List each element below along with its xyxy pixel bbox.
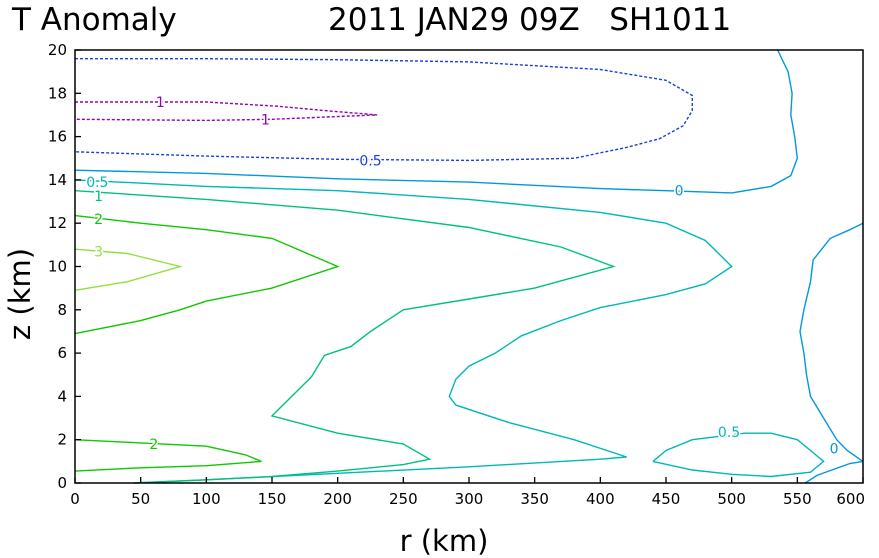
contour-line-3 xyxy=(799,222,864,462)
x-tick-label: 500 xyxy=(717,490,746,508)
x-tick-label: 550 xyxy=(783,490,812,508)
contour-line-9 xyxy=(74,439,262,472)
contour-line-1 xyxy=(74,58,693,162)
contour-label-0: 1 xyxy=(156,95,165,111)
contour-label-1: 1 xyxy=(261,112,270,128)
contour-label-6: 0.5 xyxy=(718,425,740,441)
x-tick-label: 0 xyxy=(70,490,80,508)
contour-label-2: 0.5 xyxy=(359,153,381,169)
x-tick-label: 600 xyxy=(836,490,865,508)
y-tick-label: 16 xyxy=(48,128,67,146)
contour-line-4 xyxy=(804,460,864,484)
plot-frame xyxy=(74,49,864,484)
chart-title-right: 2011 JAN29 09Z SH1011 xyxy=(328,2,731,38)
contour-line-7 xyxy=(74,190,616,484)
contour-label-3: 0 xyxy=(675,184,684,200)
x-tick-label: 150 xyxy=(258,490,287,508)
y-tick-label: 20 xyxy=(48,41,67,59)
y-tick-label: 10 xyxy=(48,258,67,276)
contour-line-10 xyxy=(74,248,183,291)
y-axis-label: z (km) xyxy=(3,248,37,340)
y-tick-label: 12 xyxy=(48,214,67,232)
y-tick-label: 0 xyxy=(57,474,67,492)
x-tick-label: 50 xyxy=(131,490,150,508)
contour-label-4: 0 xyxy=(830,441,839,457)
contour-line-2 xyxy=(74,49,799,194)
x-tick-label: 200 xyxy=(323,490,352,508)
contour-label-10: 3 xyxy=(94,244,103,260)
x-axis-ticks: 0 50 100 150 200 250 300 350 400 450 500 550 600 xyxy=(70,477,865,508)
contour-label-9: 2 xyxy=(149,437,158,453)
contour-line-6 xyxy=(652,432,825,478)
contour-line-5 xyxy=(74,179,733,484)
y-tick-label: 6 xyxy=(57,344,67,362)
y-tick-label: 8 xyxy=(57,301,67,319)
x-tick-label: 350 xyxy=(520,490,549,508)
contour-label-5: 0.5 xyxy=(86,175,108,191)
x-tick-label: 300 xyxy=(455,490,484,508)
y-axis-ticks: 0 2 4 6 8 10 12 14 16 18 20 xyxy=(48,41,81,492)
contour-lines xyxy=(74,49,864,484)
x-tick-label: 400 xyxy=(586,490,615,508)
chart-title-left: T Anomaly xyxy=(11,2,177,38)
x-tick-label: 100 xyxy=(192,490,221,508)
y-tick-label: 4 xyxy=(57,387,67,405)
contour-label-8: 2 xyxy=(94,212,103,228)
contour-line-0 xyxy=(74,101,378,122)
y-tick-label: 18 xyxy=(48,84,67,102)
y-tick-label: 2 xyxy=(57,431,67,449)
contour-label-7: 1 xyxy=(94,189,103,205)
x-tick-label: 450 xyxy=(652,490,681,508)
x-tick-label: 250 xyxy=(389,490,418,508)
y-tick-label: 14 xyxy=(48,171,67,189)
x-axis-label: r (km) xyxy=(400,524,489,558)
contour-line-8 xyxy=(74,214,340,335)
